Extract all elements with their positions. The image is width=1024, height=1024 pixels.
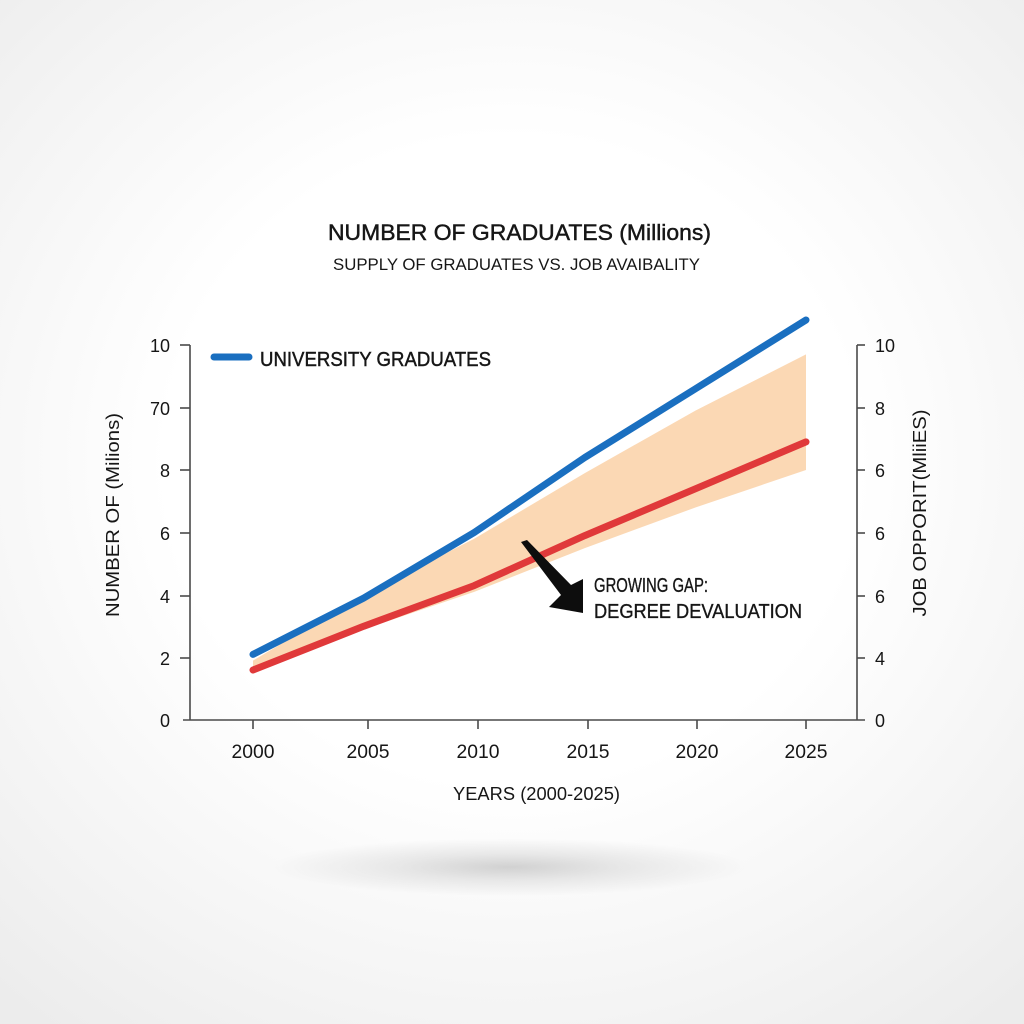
- x-tick: 2000: [232, 742, 275, 763]
- y-right-tick: 6: [875, 587, 885, 607]
- arrow-down-right-icon: [521, 540, 583, 613]
- x-tick: 2015: [567, 742, 610, 763]
- chart-drop-shadow: [270, 838, 750, 896]
- y-left-tick: 8: [160, 461, 170, 481]
- chart-subtitle: SUPPLY OF GRADUATES VS. JOB AVAIBALITY: [333, 255, 700, 274]
- x-axis: [183, 719, 865, 729]
- y-left-tick: 4: [160, 587, 170, 607]
- gap-annotation: GROWING GAP: DEGREE DEVALUATION: [521, 540, 802, 623]
- x-tick-labels: 2000 2005 2010 2015 2020 2025: [232, 742, 828, 763]
- x-tick: 2025: [785, 742, 828, 763]
- x-tick: 2020: [676, 742, 719, 763]
- right-y-axis-label: JOB OPPORIT(MliiES): [910, 410, 930, 617]
- y-right-tick: 0: [875, 711, 885, 731]
- y-right-tick: 6: [875, 461, 885, 481]
- x-axis-label: YEARS (2000-2025): [453, 784, 620, 804]
- right-y-axis: [856, 344, 865, 720]
- x-tick: 2010: [457, 742, 500, 763]
- annotation-line-2: DEGREE DEVALUATION: [594, 601, 802, 623]
- y-left-tick: 10: [150, 336, 170, 356]
- chart-title: NUMBER OF GRADUATES (Millions): [328, 220, 711, 245]
- y-right-tick: 8: [875, 399, 885, 419]
- y-left-tick: 0: [160, 711, 170, 731]
- y-left-tick: 70: [150, 399, 170, 419]
- y-right-tick: 10: [875, 336, 895, 356]
- x-tick: 2005: [347, 742, 390, 763]
- legend-label: UNIVERSITY GRADUATES: [260, 349, 491, 371]
- y-left-tick: 2: [160, 649, 170, 669]
- annotation-line-1: GROWING GAP:: [594, 575, 708, 597]
- left-y-axis-label: NUMBER OF (Milions): [103, 413, 123, 617]
- job-opportunities-line: [249, 438, 810, 674]
- y-left-tick: 6: [160, 524, 170, 544]
- right-y-tick-labels: 10 8 6 6 6 4 0: [875, 336, 895, 731]
- left-y-tick-labels: 10 70 8 6 4 2 0: [150, 336, 170, 731]
- university-graduates-line: [249, 316, 810, 658]
- legend: UNIVERSITY GRADUATES: [210, 349, 491, 371]
- left-y-axis: [180, 344, 191, 720]
- y-right-tick: 6: [875, 524, 885, 544]
- y-right-tick: 4: [875, 649, 885, 669]
- gap-band-area: [253, 354, 806, 670]
